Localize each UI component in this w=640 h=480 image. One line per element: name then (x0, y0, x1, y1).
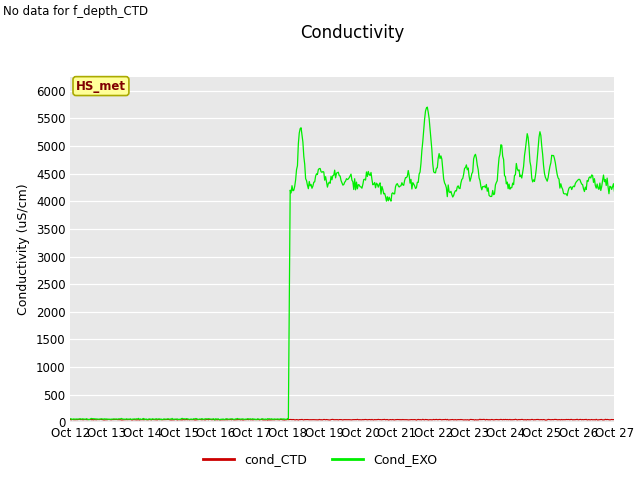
Legend: cond_CTD, Cond_EXO: cond_CTD, Cond_EXO (198, 448, 442, 471)
Y-axis label: Conductivity (uS/cm): Conductivity (uS/cm) (17, 184, 30, 315)
Text: Conductivity: Conductivity (300, 24, 404, 42)
Text: No data for f_depth_CTD: No data for f_depth_CTD (3, 5, 148, 18)
Text: HS_met: HS_met (76, 80, 126, 93)
